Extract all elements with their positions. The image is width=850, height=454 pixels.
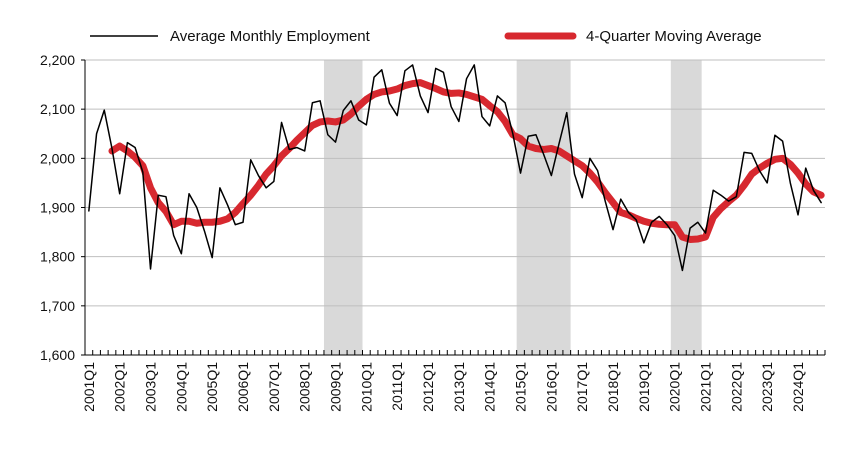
legend-label-employment: Average Monthly Employment [170, 28, 371, 45]
x-tick-label: 2009Q1 [328, 362, 344, 412]
x-tick-label: 2015Q1 [513, 362, 529, 412]
x-tick-label: 2016Q1 [543, 362, 559, 412]
y-tick-label: 2,100 [40, 101, 75, 117]
tick-labels-group: 1,600 1,700 1,800 1,900 2,000 2,100 2,200 2001Q… [40, 52, 806, 412]
x-tick-label: 2017Q1 [574, 362, 590, 412]
x-tick-label: 2014Q1 [482, 362, 498, 412]
axes-group [81, 59, 826, 356]
y-tick-label: 1,700 [40, 298, 75, 314]
x-tick-label: 2005Q1 [204, 362, 220, 412]
x-tick-label: 2012Q1 [420, 362, 436, 412]
gridlines-group [85, 59, 825, 307]
x-tick-label: 2008Q1 [297, 362, 313, 412]
x-tick-label: 2010Q1 [358, 362, 374, 412]
x-tick-label: 2004Q1 [173, 362, 189, 412]
y-tick-label: 1,800 [40, 249, 75, 265]
x-tick-label: 2019Q1 [636, 362, 652, 412]
legend-label-moving-average: 4-Quarter Moving Average [586, 28, 762, 45]
x-tick-label: 2001Q1 [81, 362, 97, 412]
y-tick-label: 2,000 [40, 150, 75, 166]
y-tick-label: 2,200 [40, 52, 75, 68]
y-tick-label: 1,600 [40, 347, 75, 363]
x-tick-label: 2013Q1 [451, 362, 467, 412]
x-tick-label: 2021Q1 [698, 362, 714, 412]
x-tick-label: 2011Q1 [389, 362, 405, 411]
y-tick-label: 1,900 [40, 200, 75, 216]
x-tick-label: 2018Q1 [605, 362, 621, 412]
x-tick-label: 2023Q1 [759, 362, 775, 412]
series-line-employment [88, 64, 822, 272]
x-tick-label: 2022Q1 [728, 362, 744, 412]
x-tick-label: 2003Q1 [143, 362, 159, 412]
x-tick-label: 2024Q1 [790, 362, 806, 412]
x-tick-label: 2020Q1 [667, 362, 683, 412]
x-tick-label: 2006Q1 [235, 362, 251, 412]
legend: Average Monthly Employment 4-Quarter Mov… [90, 28, 762, 45]
x-tick-label: 2002Q1 [112, 362, 128, 412]
series-group [88, 64, 825, 272]
series-line-moving-average [108, 79, 825, 243]
x-tick-label: 2007Q1 [266, 362, 282, 412]
